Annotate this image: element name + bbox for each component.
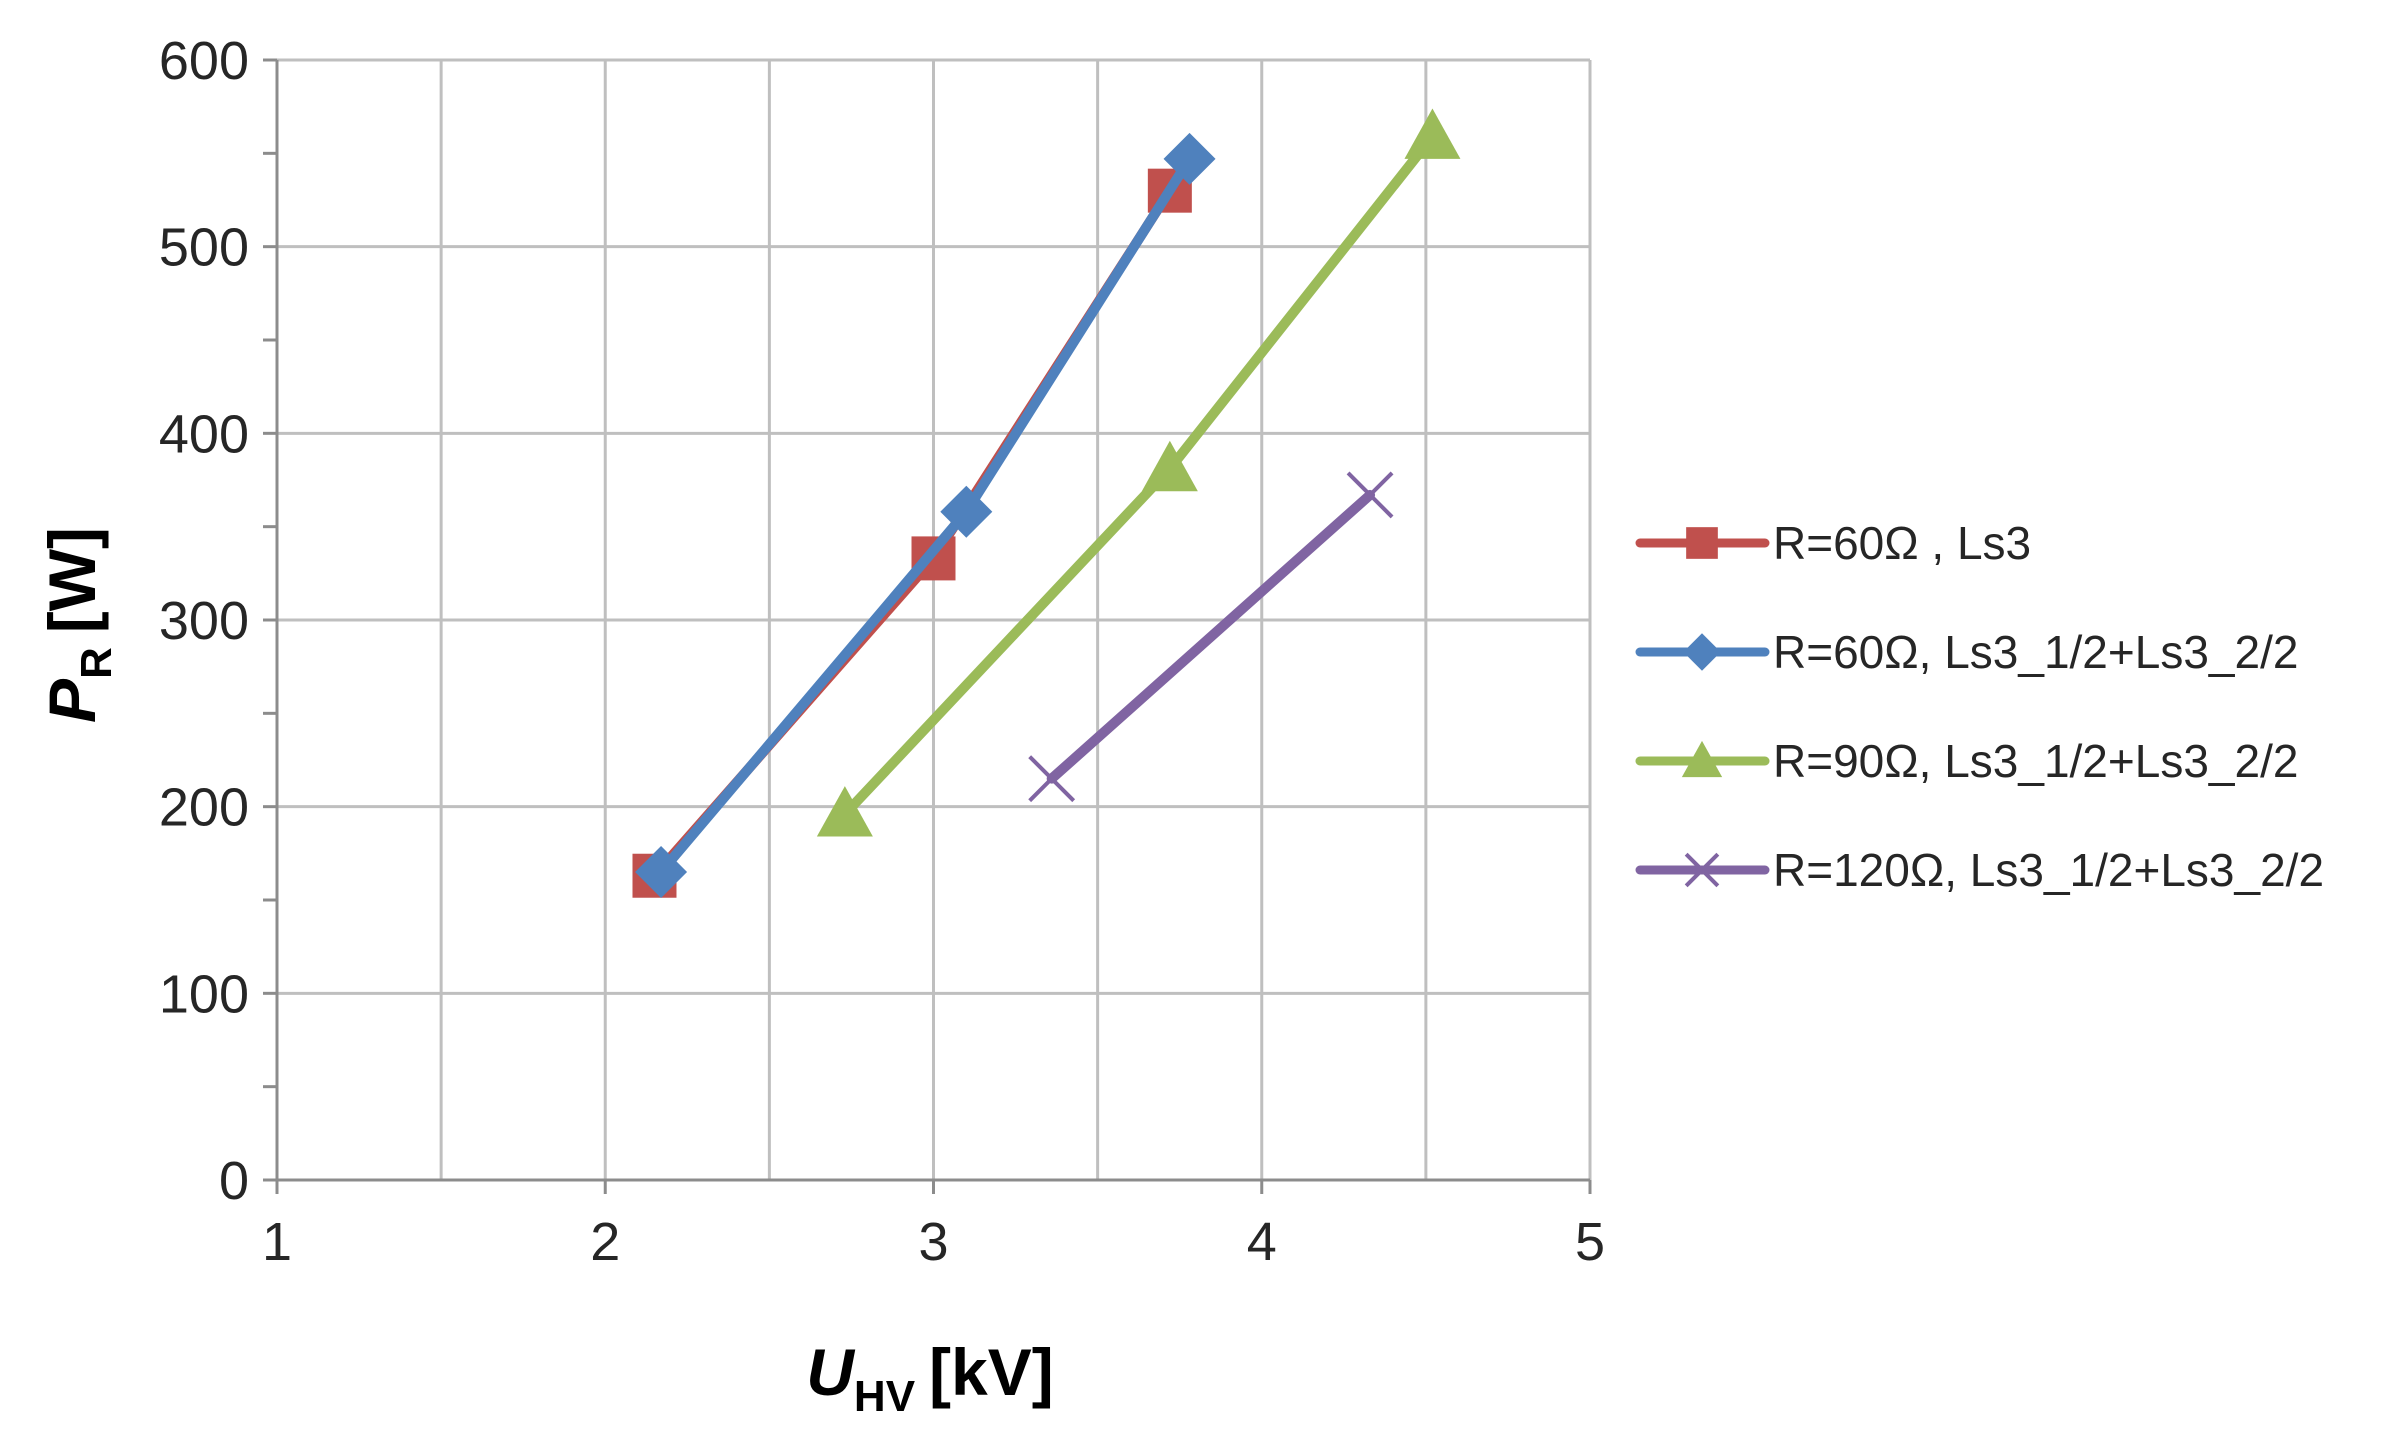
series-4 bbox=[1028, 471, 1394, 803]
legend-label: R=60Ω, Ls3_1/2+Ls3_2/2 bbox=[1773, 626, 2298, 678]
legend-item-2: R=60Ω, Ls3_1/2+Ls3_2/2 bbox=[1635, 626, 2298, 678]
grid-lines bbox=[275, 58, 1592, 1182]
x-tick-label: 2 bbox=[590, 1212, 620, 1272]
legend-label: R=60Ω , Ls3 bbox=[1773, 517, 2031, 569]
data-point bbox=[940, 485, 993, 538]
data-point bbox=[1141, 440, 1198, 492]
legend-label: R=90Ω, Ls3_1/2+Ls3_2/2 bbox=[1773, 735, 2298, 787]
x-axis-title: UHV [kV] bbox=[806, 1335, 1053, 1421]
data-point bbox=[1404, 108, 1461, 159]
series-line bbox=[1046, 489, 1376, 784]
legend-marker bbox=[1681, 740, 1723, 778]
legend-label: R=120Ω, Ls3_1/2+Ls3_2/2 bbox=[1773, 844, 2324, 896]
x-axis-title-main: U bbox=[806, 1335, 856, 1409]
y-tick-label: 200 bbox=[159, 778, 249, 838]
legend-marker bbox=[1683, 633, 1721, 671]
y-axis-title-sub: R bbox=[72, 647, 121, 679]
y-axis-title-main: P bbox=[35, 678, 109, 723]
data-point bbox=[635, 846, 688, 898]
x-tick-label: 5 bbox=[1575, 1212, 1605, 1272]
y-tick-label: 300 bbox=[159, 591, 249, 651]
y-tick-label: 500 bbox=[159, 218, 249, 278]
legend: R=60Ω , Ls3 R=60Ω, Ls3_1/2+Ls3_2/2 R=90Ω, … bbox=[1635, 517, 2324, 896]
y-tick-label: 400 bbox=[159, 404, 249, 464]
y-axis-title: PR [W] bbox=[35, 527, 121, 723]
x-axis-title-sub: HV bbox=[854, 1372, 916, 1421]
data-point bbox=[1346, 471, 1394, 519]
series-3 bbox=[816, 108, 1461, 837]
series-2 bbox=[635, 132, 1216, 898]
y-tick-label: 0 bbox=[219, 1151, 249, 1211]
legend-marker bbox=[1686, 527, 1718, 559]
x-tick-label: 4 bbox=[1247, 1212, 1277, 1272]
legend-marker bbox=[1684, 852, 1720, 888]
data-point bbox=[1028, 755, 1076, 803]
data-point bbox=[816, 786, 873, 837]
axes bbox=[263, 58, 1592, 1194]
x-axis-title-unit: [kV] bbox=[929, 1335, 1054, 1409]
y-axis-title-unit: [W] bbox=[35, 527, 109, 633]
marker-stroke bbox=[1346, 471, 1394, 519]
data-series bbox=[632, 108, 1461, 898]
legend-item-3: R=90Ω, Ls3_1/2+Ls3_2/2 bbox=[1635, 735, 2298, 787]
legend-item-1: R=60Ω , Ls3 bbox=[1635, 517, 2031, 569]
y-tick-label: 600 bbox=[159, 31, 249, 91]
series-line bbox=[649, 185, 1175, 881]
y-tick-label: 100 bbox=[159, 964, 249, 1024]
tick-labels: 0 100 200 300 400 500 600 1 2 3 4 5 bbox=[159, 31, 1605, 1272]
legend-item-4: R=120Ω, Ls3_1/2+Ls3_2/2 bbox=[1635, 844, 2324, 896]
data-point bbox=[1163, 132, 1216, 185]
marker-stroke bbox=[1028, 755, 1076, 803]
x-tick-label: 3 bbox=[918, 1212, 948, 1272]
marker-stroke bbox=[1684, 852, 1720, 888]
x-tick-label: 1 bbox=[262, 1212, 292, 1272]
series-line bbox=[656, 153, 1195, 877]
